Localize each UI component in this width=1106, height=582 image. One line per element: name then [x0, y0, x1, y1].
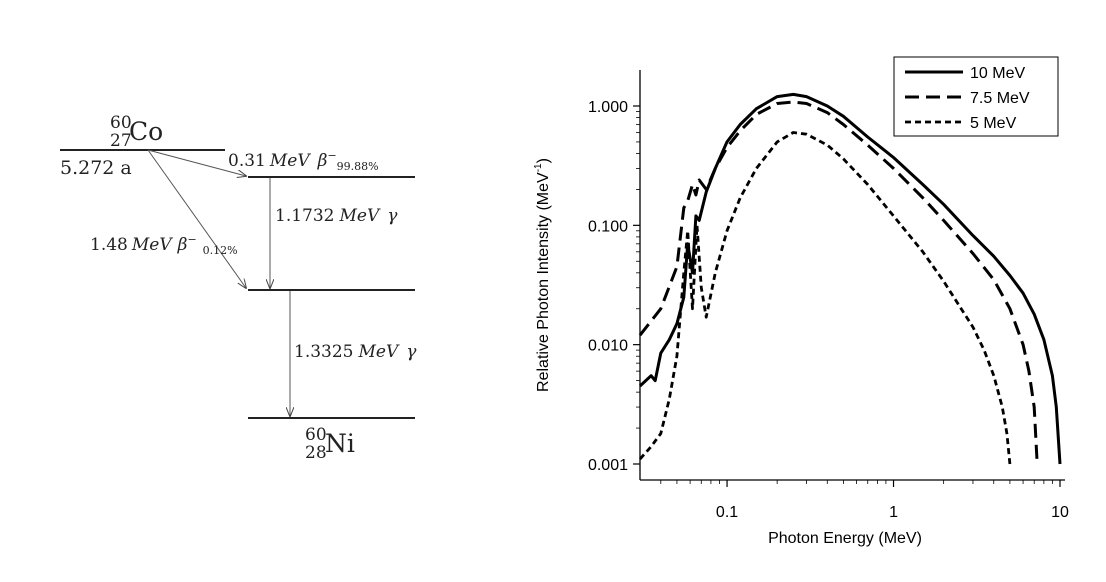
- half-life-label: 5.272 a: [60, 157, 132, 179]
- gamma1-symbol: γ: [387, 206, 398, 226]
- beta1-unit: MeV: [269, 151, 311, 171]
- y-axis-label-main: Relative Photon Intensity (MeV: [535, 172, 552, 392]
- y-axis-label-sup: -1: [533, 163, 544, 172]
- series-lines: [638, 92, 1062, 465]
- legend-label-0: 10 MeV: [970, 65, 1025, 82]
- daughter-nuclide-label: 60 28 Ni: [305, 425, 355, 463]
- legend-label-2: 5 MeV: [970, 115, 1017, 132]
- gamma1-unit: MeV: [338, 206, 380, 226]
- beta-decay-arrow-minor: [147, 149, 246, 288]
- daughter-symbol: Ni: [325, 429, 355, 458]
- x-tick-label: 0.1: [716, 504, 738, 521]
- gamma2-energy: 1.3325: [294, 342, 353, 362]
- legend-label-1: 7.5 MeV: [970, 90, 1030, 107]
- beta2-label: 1.48 MeV β−0.12%: [90, 233, 238, 257]
- gamma1-label: 1.1732 MeV γ: [275, 206, 398, 226]
- parent-nuclide-label: 60 27 Co: [110, 113, 163, 151]
- y-tick-label: 0.010: [588, 338, 628, 355]
- y-tick-label: 0.001: [588, 457, 628, 474]
- x-axis-label: Photon Energy (MeV): [768, 530, 922, 547]
- axis-ticks: [633, 105, 1061, 487]
- beta2-branch: 0.12%: [203, 244, 238, 257]
- daughter-mass-number: 60: [305, 425, 327, 445]
- beta2-symbol: β: [177, 235, 188, 255]
- series-line-2: [638, 131, 1012, 465]
- parent-mass-number: 60: [110, 113, 132, 133]
- beta1-symbol: β: [317, 151, 328, 171]
- gamma2-unit: MeV: [357, 342, 399, 362]
- series-line-0: [638, 92, 1062, 465]
- beta1-energy: 0.31: [228, 151, 266, 171]
- parent-symbol: Co: [129, 117, 163, 146]
- legend-box: [893, 56, 1059, 137]
- x-tick-label: 1: [889, 504, 898, 521]
- y-tick-labels: 0.001 0.010 0.100 1.000: [588, 99, 628, 474]
- parent-atomic-number: 27: [110, 131, 132, 151]
- y-tick-label: 0.100: [588, 218, 628, 235]
- series-line-1: [638, 100, 1039, 465]
- y-tick-label: 1.000: [588, 99, 628, 116]
- beta2-sup: −: [187, 233, 196, 246]
- x-tick-label: 10: [1051, 504, 1069, 521]
- beta2-energy: 1.48: [90, 235, 128, 255]
- x-tick-labels: 0.1 1 10: [716, 504, 1069, 521]
- gamma1-energy: 1.1732: [275, 206, 334, 226]
- y-axis-label: Relative Photon Intensity (MeV-1): [533, 158, 552, 392]
- legend-items: 10 MeV 7.5 MeV 5 MeV: [905, 65, 1030, 132]
- beta1-branch: 99.88%: [337, 160, 379, 173]
- beta2-unit: MeV: [131, 235, 173, 255]
- decay-scheme-diagram: 60 27 Co 5.272 a 0.31 MeV β−99.88% 1.1732 M…: [60, 113, 417, 463]
- y-axis-label-close: ): [535, 158, 552, 163]
- daughter-atomic-number: 28: [305, 443, 327, 463]
- legend: 10 MeV 7.5 MeV 5 MeV: [893, 56, 1059, 137]
- beta1-label: 0.31 MeV β−99.88%: [228, 149, 379, 173]
- gamma2-label: 1.3325 MeV γ: [294, 342, 417, 362]
- beta1-sup: −: [327, 149, 336, 162]
- gamma2-symbol: γ: [406, 342, 417, 362]
- beta-decay-arrow-main: [147, 149, 246, 176]
- photon-spectrum-chart: 0.001 0.010 0.100 1.000 0.1 1 10 Photon Energ…: [533, 56, 1069, 547]
